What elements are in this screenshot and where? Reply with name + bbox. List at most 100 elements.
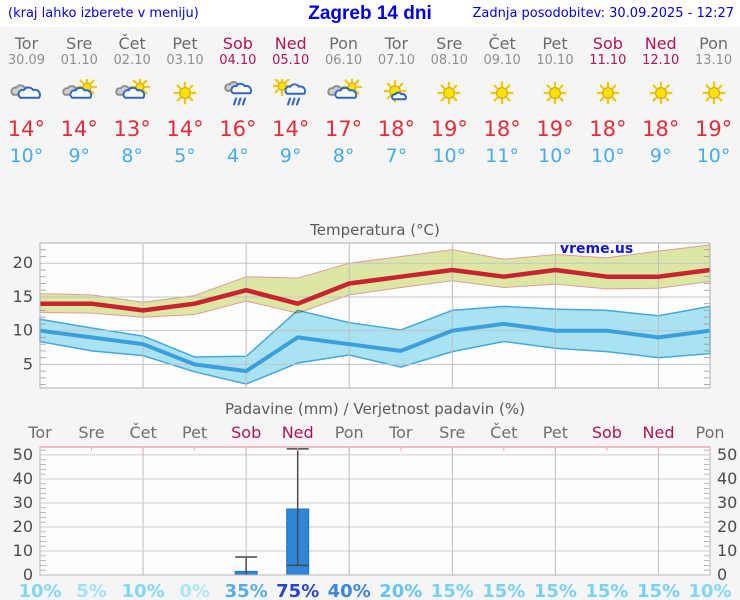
temp-max: 14° — [60, 117, 98, 141]
precip-probability: 40% — [328, 581, 371, 600]
weather-icon-box — [264, 75, 317, 113]
day-date: 08.10 — [430, 53, 468, 68]
temp-max: 18° — [377, 117, 416, 141]
sunny-icon — [437, 81, 461, 105]
temp-axis-label: 5 — [23, 354, 33, 373]
day-date: 30.09 — [7, 53, 46, 68]
precip-probability: 0% — [179, 581, 210, 600]
weather-icon-box — [634, 79, 687, 113]
precip-axis-label-right: 40 — [717, 469, 737, 488]
temp-max: 14° — [7, 117, 46, 141]
mostly-sunny-icon — [384, 79, 408, 103]
day-date: 10.10 — [536, 53, 574, 68]
temp-max: 19° — [536, 117, 574, 141]
sunny-icon — [173, 81, 197, 105]
temp-min: 10° — [538, 145, 572, 167]
day-date: 13.10 — [694, 53, 733, 68]
temp-min: 9° — [279, 145, 302, 167]
partly-cloudy-icon — [62, 76, 98, 99]
temp-min: 4° — [227, 145, 249, 167]
temp-min: 10° — [432, 145, 467, 167]
day-date: 07.10 — [377, 53, 416, 68]
day-date: 03.10 — [166, 53, 204, 68]
weather-icon-box — [53, 76, 106, 113]
precip-probability: 5% — [76, 581, 107, 600]
weather-icon-box — [106, 76, 159, 113]
precip-probability: 15% — [534, 581, 577, 600]
forecast-day: Sob 11.10 18° 10° — [581, 28, 634, 170]
sunny-icon — [543, 81, 567, 105]
forecast-day: Sre 01.10 14° 9° — [53, 28, 106, 170]
day-date: 04.10 — [219, 53, 257, 68]
day-date: 09.10 — [483, 53, 521, 68]
precip-axis-label-left: 0 — [23, 565, 33, 584]
precipitation-chart: Padavine (mm) / Verjetnost padavin (%) To… — [13, 402, 738, 600]
temp-min: 8° — [332, 145, 355, 167]
precip-day-label: Tor — [388, 423, 413, 442]
precip-axis-label-right: 0 — [717, 565, 727, 584]
forecast-day: Pet 03.10 14° 5° — [159, 28, 212, 170]
weather-icon-box — [476, 79, 529, 113]
max-temp-line — [40, 267, 711, 313]
temp-min: 8° — [121, 145, 143, 167]
temp-axis-label: 10 — [13, 321, 33, 340]
temp-max: 13° — [113, 117, 151, 141]
sunny-icon — [702, 81, 726, 105]
precip-probability: 10% — [18, 581, 61, 600]
temp-max: 14° — [272, 117, 310, 141]
forecast-strip: Tor 30.09 14° 10° Sre 01.10 14° 9° Čet 0… — [0, 28, 740, 170]
sunny-icon — [649, 81, 673, 105]
precip-axis-label-right: 20 — [717, 517, 737, 536]
temp-min: 7° — [385, 145, 408, 167]
forecast-day: Ned 05.10 14° 9° — [264, 28, 317, 170]
temp-max: 18° — [642, 117, 680, 141]
header-bar: (kraj lahko izberete v meniju) Zagreb 14… — [0, 0, 740, 27]
temp-max: 19° — [430, 117, 468, 141]
forecast-day: Ned 12.10 18° 9° — [634, 28, 687, 170]
precip-axis-label-left: 20 — [13, 517, 33, 536]
precip-axis-label-left: 50 — [13, 445, 33, 464]
temp-max: 18° — [589, 117, 627, 141]
temp-axis-label: 15 — [13, 287, 33, 306]
temp-min: 10° — [591, 145, 625, 167]
weather-icon-box — [423, 79, 476, 113]
temp-max: 17° — [324, 117, 363, 141]
cloudy-icon — [10, 84, 42, 99]
day-name: Sre — [66, 34, 93, 53]
precip-chart-title: Padavine (mm) / Verjetnost padavin (%) — [225, 402, 525, 418]
forecast-day: Sre 08.10 19° 10° — [423, 28, 476, 170]
weather-icon-box — [211, 79, 264, 113]
precip-axis-label-left: 30 — [13, 493, 33, 512]
day-date: 11.10 — [589, 53, 627, 68]
precip-probability: 10% — [122, 581, 165, 600]
precip-whisker — [235, 556, 258, 575]
temp-min: 5° — [174, 145, 196, 167]
day-name: Pon — [329, 34, 359, 53]
precip-day-label: Čet — [490, 423, 517, 442]
temp-max: 18° — [483, 117, 521, 141]
forecast-day: Pon 13.10 19° 10° — [687, 28, 740, 170]
partly-cloudy-icon — [115, 76, 151, 99]
weather-icon-box — [581, 79, 634, 113]
rain-icon — [224, 81, 252, 106]
precip-probability: 15% — [482, 581, 525, 600]
forecast-day: Tor 07.10 18° 7° — [370, 28, 423, 170]
precip-probability: 15% — [431, 581, 474, 600]
temp-min: 9° — [68, 145, 91, 167]
forecast-day: Čet 02.10 13° 8° — [106, 28, 159, 170]
temp-max: 14° — [166, 117, 204, 141]
weather-icon-box — [529, 79, 582, 113]
temp-min: 11° — [485, 145, 519, 167]
day-date: 02.10 — [113, 53, 151, 68]
precip-axis-label-right: 10 — [717, 541, 737, 560]
day-name: Pet — [172, 34, 198, 53]
precip-day-label: Sob — [231, 423, 261, 442]
weather-icon-box — [317, 76, 370, 113]
precip-day-label: Ned — [643, 423, 675, 442]
day-name: Ned — [274, 34, 307, 53]
precip-day-label: Tor — [27, 423, 52, 442]
temp-axis-label: 20 — [13, 253, 33, 272]
temp-max: 16° — [219, 117, 257, 141]
precip-probability: 10% — [688, 581, 731, 600]
precip-probability: 35% — [225, 581, 268, 600]
